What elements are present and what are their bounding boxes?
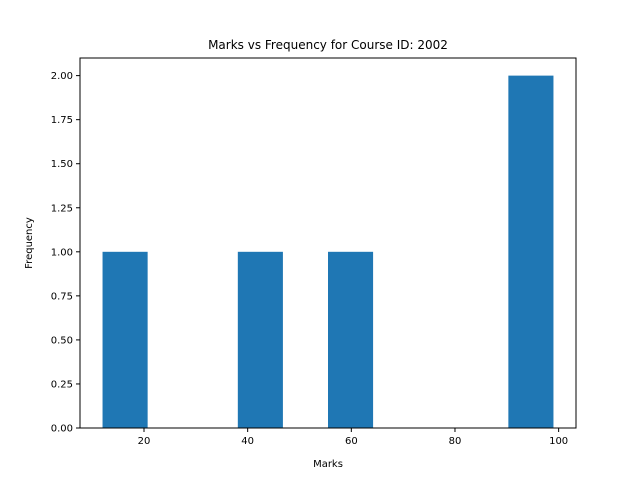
y-tick-label: 0.00 <box>51 424 73 435</box>
histogram-bar-9 <box>508 75 554 428</box>
y-tick-label: 0.75 <box>51 291 73 302</box>
x-axis-ticks: 20 40 60 80 100 <box>138 428 568 447</box>
y-tick-label: 1.75 <box>51 115 73 126</box>
x-tick-label: 80 <box>449 436 462 447</box>
x-tick-label: 40 <box>241 436 254 447</box>
y-tick-label: 0.50 <box>51 335 73 346</box>
y-tick-label: 1.00 <box>51 247 73 258</box>
x-tick-label: 60 <box>345 436 358 447</box>
x-tick-label: 100 <box>549 436 568 447</box>
bars-group <box>102 75 554 428</box>
y-tick-label: 0.25 <box>51 379 73 390</box>
histogram-bar-5 <box>328 251 374 428</box>
y-axis-ticks: 0.00 0.25 0.50 0.75 1.00 1.25 1.50 1.75 2.00 <box>51 71 80 435</box>
histogram-bar-0 <box>102 251 148 428</box>
plot-area-frame <box>79 57 577 429</box>
y-axis-label: Frequency <box>24 217 35 269</box>
x-axis-label: Marks <box>313 459 343 470</box>
chart-title: Marks vs Frequency for Course ID: 2002 <box>208 38 448 52</box>
y-tick-label: 1.50 <box>51 159 73 170</box>
y-tick-label: 2.00 <box>51 71 73 82</box>
y-tick-label: 1.25 <box>51 203 73 214</box>
x-tick-label: 20 <box>138 436 151 447</box>
histogram-bar-3 <box>237 251 283 428</box>
